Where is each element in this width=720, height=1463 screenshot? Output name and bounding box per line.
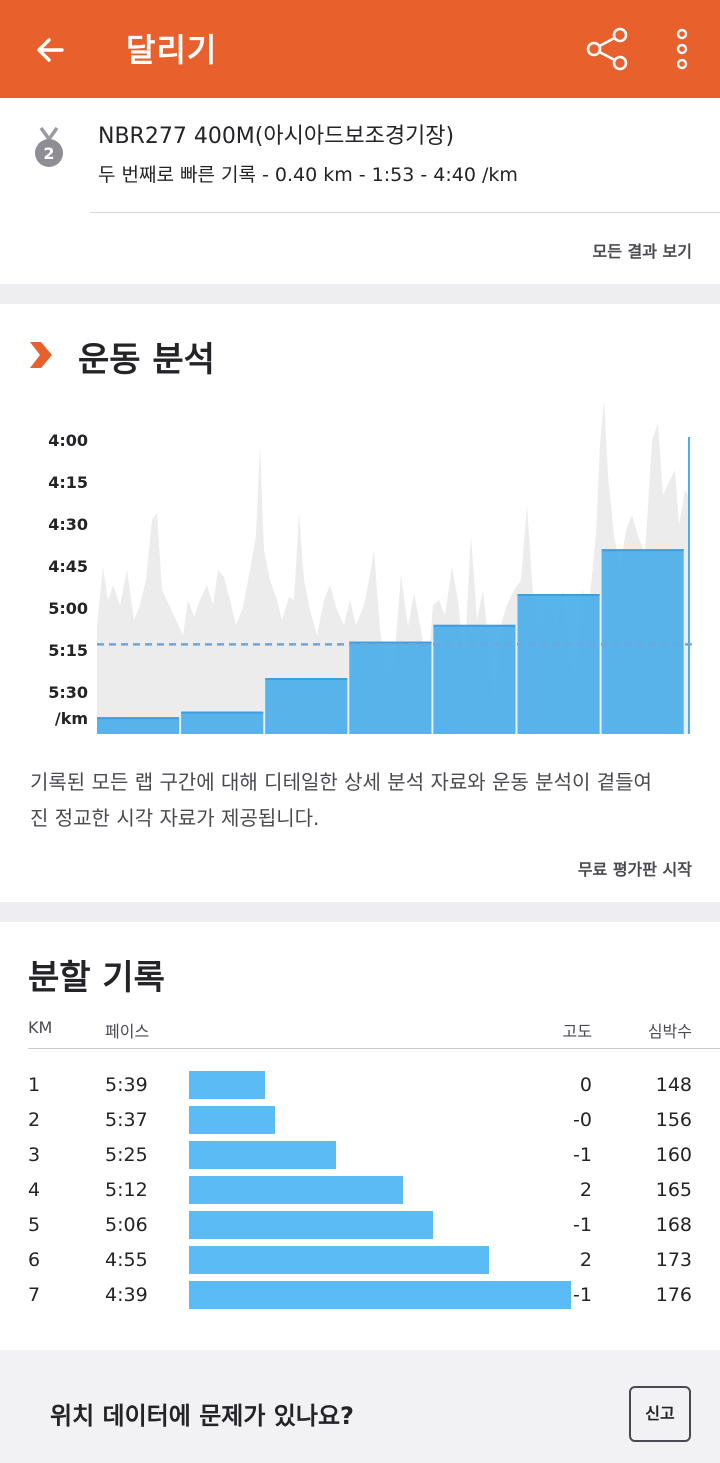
split-elevation: 0 [579, 1074, 592, 1096]
analysis-title: 운동 분석 [78, 340, 215, 380]
chart-bar [97, 717, 180, 734]
chart-bar-top [181, 711, 264, 714]
app-bar: 달리기 [0, 0, 720, 98]
header-km: KM [28, 1018, 53, 1037]
chart-bar [349, 641, 432, 734]
split-pace-bar [189, 1281, 571, 1309]
segment-name[interactable]: NBR277 400M(아시아드보조경기장) [98, 124, 455, 149]
y-tick-label: 5:30 [48, 683, 88, 702]
splits-card [0, 922, 720, 1350]
split-elevation: -1 [573, 1284, 592, 1306]
split-heart-rate: 156 [655, 1109, 692, 1131]
chart-bar [433, 624, 516, 734]
split-pace: 4:55 [105, 1249, 148, 1271]
y-tick-label: 4:45 [48, 557, 88, 576]
report-button[interactable]: 신고 [629, 1386, 691, 1442]
split-km: 6 [28, 1249, 41, 1271]
split-pace-bar [189, 1106, 276, 1134]
share-icon[interactable] [586, 26, 630, 72]
split-km: 4 [28, 1179, 41, 1201]
split-elevation: -1 [573, 1144, 592, 1166]
split-pace: 5:12 [105, 1179, 148, 1201]
split-elevation: -1 [573, 1214, 592, 1236]
split-km: 2 [28, 1109, 41, 1131]
chart-bar [181, 711, 264, 734]
chart-bar [517, 594, 600, 734]
split-pace: 5:25 [105, 1144, 148, 1166]
more-vert-icon[interactable] [664, 26, 700, 72]
medal-icon: 2 [35, 126, 63, 167]
table-row: 2 5:37 -0 156 [0, 1106, 720, 1141]
header-heart-rate: 심박수 [647, 1022, 692, 1041]
chart-bar [601, 549, 684, 734]
y-tick-label: 5:15 [48, 641, 88, 660]
segment-detail: 두 번째로 빠른 기록 - 0.40 km - 1:53 - 4:40 /km [98, 164, 518, 186]
divider [90, 212, 720, 213]
y-tick-label: 4:15 [48, 473, 88, 492]
split-pace: 5:37 [105, 1109, 148, 1131]
table-row: 6 4:55 2 173 [0, 1246, 720, 1281]
split-elevation: -0 [573, 1109, 592, 1131]
chevron-right-icon [30, 342, 52, 368]
pace-chart: 4:00 4:15 4:30 4:45 5:00 5:15 5:30/km [48, 400, 692, 734]
split-km: 1 [28, 1074, 41, 1096]
table-row: 3 5:25 -1 160 [0, 1141, 720, 1176]
splits-title: 분할 기록 [28, 958, 165, 998]
chart-bar [265, 678, 348, 734]
table-row: 5 5:06 -1 168 [0, 1211, 720, 1246]
chart-bar-top [97, 717, 180, 720]
split-heart-rate: 160 [655, 1144, 692, 1166]
segment-card[interactable]: 2 [0, 98, 720, 284]
chart-bar-top [601, 549, 684, 552]
split-km: 7 [28, 1284, 41, 1306]
split-heart-rate: 176 [655, 1284, 692, 1306]
medal-rank: 2 [43, 144, 54, 163]
split-pace-bar [189, 1071, 265, 1099]
split-km: 5 [28, 1214, 41, 1236]
y-tick-label: 4:30 [48, 515, 88, 534]
table-row: 4 5:12 2 165 [0, 1176, 720, 1211]
header-elevation: 고도 [562, 1022, 592, 1041]
split-elevation: 2 [579, 1179, 592, 1201]
header-pace: 페이스 [105, 1022, 150, 1041]
split-heart-rate: 173 [655, 1249, 692, 1271]
split-pace: 4:39 [105, 1284, 148, 1306]
y-unit-label: /km [55, 709, 88, 728]
back-arrow-icon[interactable] [30, 30, 70, 70]
chart-bar-top [349, 641, 432, 644]
split-pace-bar [189, 1211, 434, 1239]
split-pace-bar [189, 1246, 490, 1274]
split-pace-bar [189, 1176, 403, 1204]
chart-bar-top [433, 624, 516, 627]
page-title: 달리기 [126, 31, 218, 69]
split-pace: 5:06 [105, 1214, 148, 1236]
table-row: 1 5:39 0 148 [0, 1071, 720, 1106]
table-row: 7 4:39 -1 176 [0, 1281, 720, 1316]
split-heart-rate: 168 [655, 1214, 692, 1236]
split-km: 3 [28, 1144, 41, 1166]
chart-end-marker [688, 437, 690, 734]
all-results-link[interactable]: 모든 결과 보기 [592, 242, 692, 261]
split-pace: 5:39 [105, 1074, 148, 1096]
chart-bar-top [265, 678, 348, 680]
location-issue-banner: 위치 데이터에 문제가 있나요? 신고 [0, 1350, 720, 1463]
split-heart-rate: 148 [655, 1074, 692, 1096]
location-issue-question: 위치 데이터에 문제가 있나요? [50, 1402, 354, 1430]
split-elevation: 2 [579, 1249, 592, 1271]
chart-bar-top [517, 594, 600, 596]
y-tick-label: 4:00 [48, 431, 88, 450]
free-trial-link[interactable]: 무료 평가판 시작 [577, 860, 692, 879]
split-pace-bar [189, 1141, 337, 1169]
table-header-divider [28, 1048, 720, 1049]
analysis-description: 기록된 모든 랩 구간에 대해 디테일한 상세 분석 자료와 운동 분석이 곁들… [30, 770, 652, 830]
y-tick-label: 5:00 [48, 599, 88, 618]
split-heart-rate: 165 [655, 1179, 692, 1201]
